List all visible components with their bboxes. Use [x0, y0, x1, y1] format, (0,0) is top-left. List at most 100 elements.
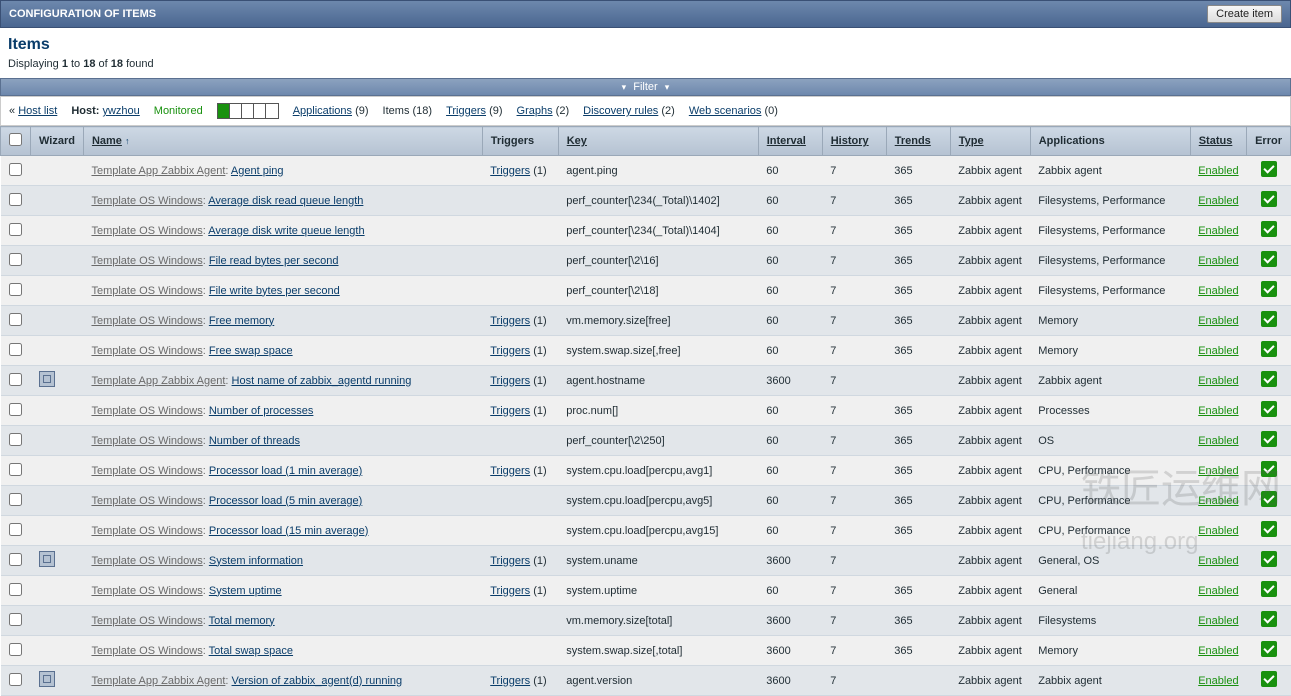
item-link[interactable]: Total memory — [209, 615, 275, 627]
item-link[interactable]: Total swap space — [209, 645, 293, 657]
item-link[interactable]: Version of zabbix_agent(d) running — [232, 675, 403, 687]
col-name[interactable]: Name ↑ — [83, 127, 482, 156]
triggers-link[interactable]: Triggers — [490, 585, 530, 597]
col-trends[interactable]: Trends — [886, 127, 950, 156]
nav-applications[interactable]: Applications — [293, 105, 352, 117]
status-toggle[interactable]: Enabled — [1198, 615, 1238, 627]
template-link[interactable]: Template OS Windows — [91, 555, 202, 567]
item-link[interactable]: Processor load (1 min average) — [209, 465, 362, 477]
nav-discovery[interactable]: Discovery rules — [583, 105, 658, 117]
col-history[interactable]: History — [822, 127, 886, 156]
template-link[interactable]: Template OS Windows — [91, 345, 202, 357]
triggers-link[interactable]: Triggers — [490, 345, 530, 357]
status-toggle[interactable]: Enabled — [1198, 255, 1238, 267]
status-toggle[interactable]: Enabled — [1198, 405, 1238, 417]
col-key[interactable]: Key — [558, 127, 758, 156]
item-link[interactable]: Host name of zabbix_agentd running — [232, 375, 412, 387]
template-link[interactable]: Template App Zabbix Agent — [91, 375, 225, 387]
template-link[interactable]: Template OS Windows — [91, 435, 202, 447]
item-link[interactable]: Number of threads — [209, 435, 300, 447]
row-checkbox[interactable] — [9, 403, 22, 416]
status-toggle[interactable]: Enabled — [1198, 585, 1238, 597]
status-toggle[interactable]: Enabled — [1198, 165, 1238, 177]
col-type[interactable]: Type — [950, 127, 1030, 156]
template-link[interactable]: Template OS Windows — [91, 405, 202, 417]
status-toggle[interactable]: Enabled — [1198, 195, 1238, 207]
template-link[interactable]: Template App Zabbix Agent — [91, 165, 225, 177]
status-toggle[interactable]: Enabled — [1198, 285, 1238, 297]
row-checkbox[interactable] — [9, 673, 22, 686]
row-checkbox[interactable] — [9, 283, 22, 296]
triggers-link[interactable]: Triggers — [490, 675, 530, 687]
status-toggle[interactable]: Enabled — [1198, 345, 1238, 357]
status-toggle[interactable]: Enabled — [1198, 645, 1238, 657]
nav-triggers[interactable]: Triggers — [446, 105, 486, 117]
template-link[interactable]: Template OS Windows — [91, 195, 202, 207]
template-link[interactable]: Template OS Windows — [91, 315, 202, 327]
status-toggle[interactable]: Enabled — [1198, 675, 1238, 687]
template-link[interactable]: Template OS Windows — [91, 285, 202, 297]
wizard-icon[interactable] — [39, 671, 55, 687]
status-toggle[interactable]: Enabled — [1198, 495, 1238, 507]
template-link[interactable]: Template OS Windows — [91, 255, 202, 267]
status-toggle[interactable]: Enabled — [1198, 435, 1238, 447]
create-item-button[interactable]: Create item — [1207, 5, 1282, 23]
template-link[interactable]: Template OS Windows — [91, 225, 202, 237]
wizard-icon[interactable] — [39, 371, 55, 387]
item-link[interactable]: Agent ping — [231, 165, 284, 177]
filter-toggle[interactable]: ▾ Filter ▾ — [0, 78, 1291, 96]
template-link[interactable]: Template OS Windows — [91, 465, 202, 477]
row-checkbox[interactable] — [9, 523, 22, 536]
row-checkbox[interactable] — [9, 313, 22, 326]
row-checkbox[interactable] — [9, 433, 22, 446]
triggers-link[interactable]: Triggers — [490, 315, 530, 327]
template-link[interactable]: Template OS Windows — [91, 615, 202, 627]
item-link[interactable]: Free memory — [209, 315, 274, 327]
row-checkbox[interactable] — [9, 613, 22, 626]
template-link[interactable]: Template OS Windows — [91, 495, 202, 507]
row-checkbox[interactable] — [9, 493, 22, 506]
item-link[interactable]: Processor load (5 min average) — [209, 495, 362, 507]
status-toggle[interactable]: Enabled — [1198, 225, 1238, 237]
row-checkbox[interactable] — [9, 343, 22, 356]
item-link[interactable]: System uptime — [209, 585, 282, 597]
item-link[interactable]: Average disk read queue length — [208, 195, 363, 207]
status-toggle[interactable]: Enabled — [1198, 525, 1238, 537]
item-link[interactable]: Number of processes — [209, 405, 314, 417]
triggers-link[interactable]: Triggers — [490, 465, 530, 477]
row-checkbox[interactable] — [9, 163, 22, 176]
triggers-link[interactable]: Triggers — [490, 405, 530, 417]
triggers-link[interactable]: Triggers — [490, 555, 530, 567]
template-link[interactable]: Template OS Windows — [91, 645, 202, 657]
row-checkbox[interactable] — [9, 223, 22, 236]
triggers-link[interactable]: Triggers — [490, 165, 530, 177]
col-interval[interactable]: Interval — [758, 127, 822, 156]
item-link[interactable]: File write bytes per second — [209, 285, 340, 297]
host-list-link[interactable]: Host list — [18, 105, 57, 117]
row-checkbox[interactable] — [9, 253, 22, 266]
template-link[interactable]: Template App Zabbix Agent — [91, 675, 225, 687]
triggers-link[interactable]: Triggers — [490, 375, 530, 387]
status-toggle[interactable]: Enabled — [1198, 555, 1238, 567]
status-toggle[interactable]: Enabled — [1198, 375, 1238, 387]
template-link[interactable]: Template OS Windows — [91, 585, 202, 597]
select-all-checkbox[interactable] — [9, 133, 22, 146]
item-link[interactable]: Free swap space — [209, 345, 293, 357]
status-toggle[interactable]: Enabled — [1198, 315, 1238, 327]
row-checkbox[interactable] — [9, 463, 22, 476]
host-name-link[interactable]: ywzhou — [102, 105, 139, 117]
row-checkbox[interactable] — [9, 643, 22, 656]
nav-web[interactable]: Web scenarios — [689, 105, 762, 117]
item-link[interactable]: Processor load (15 min average) — [209, 525, 369, 537]
row-checkbox[interactable] — [9, 373, 22, 386]
status-toggle[interactable]: Enabled — [1198, 465, 1238, 477]
row-checkbox[interactable] — [9, 553, 22, 566]
template-link[interactable]: Template OS Windows — [91, 525, 202, 537]
col-status[interactable]: Status — [1190, 127, 1246, 156]
item-link[interactable]: File read bytes per second — [209, 255, 339, 267]
wizard-icon[interactable] — [39, 551, 55, 567]
item-link[interactable]: Average disk write queue length — [208, 225, 364, 237]
nav-graphs[interactable]: Graphs — [517, 105, 553, 117]
row-checkbox[interactable] — [9, 193, 22, 206]
row-checkbox[interactable] — [9, 583, 22, 596]
